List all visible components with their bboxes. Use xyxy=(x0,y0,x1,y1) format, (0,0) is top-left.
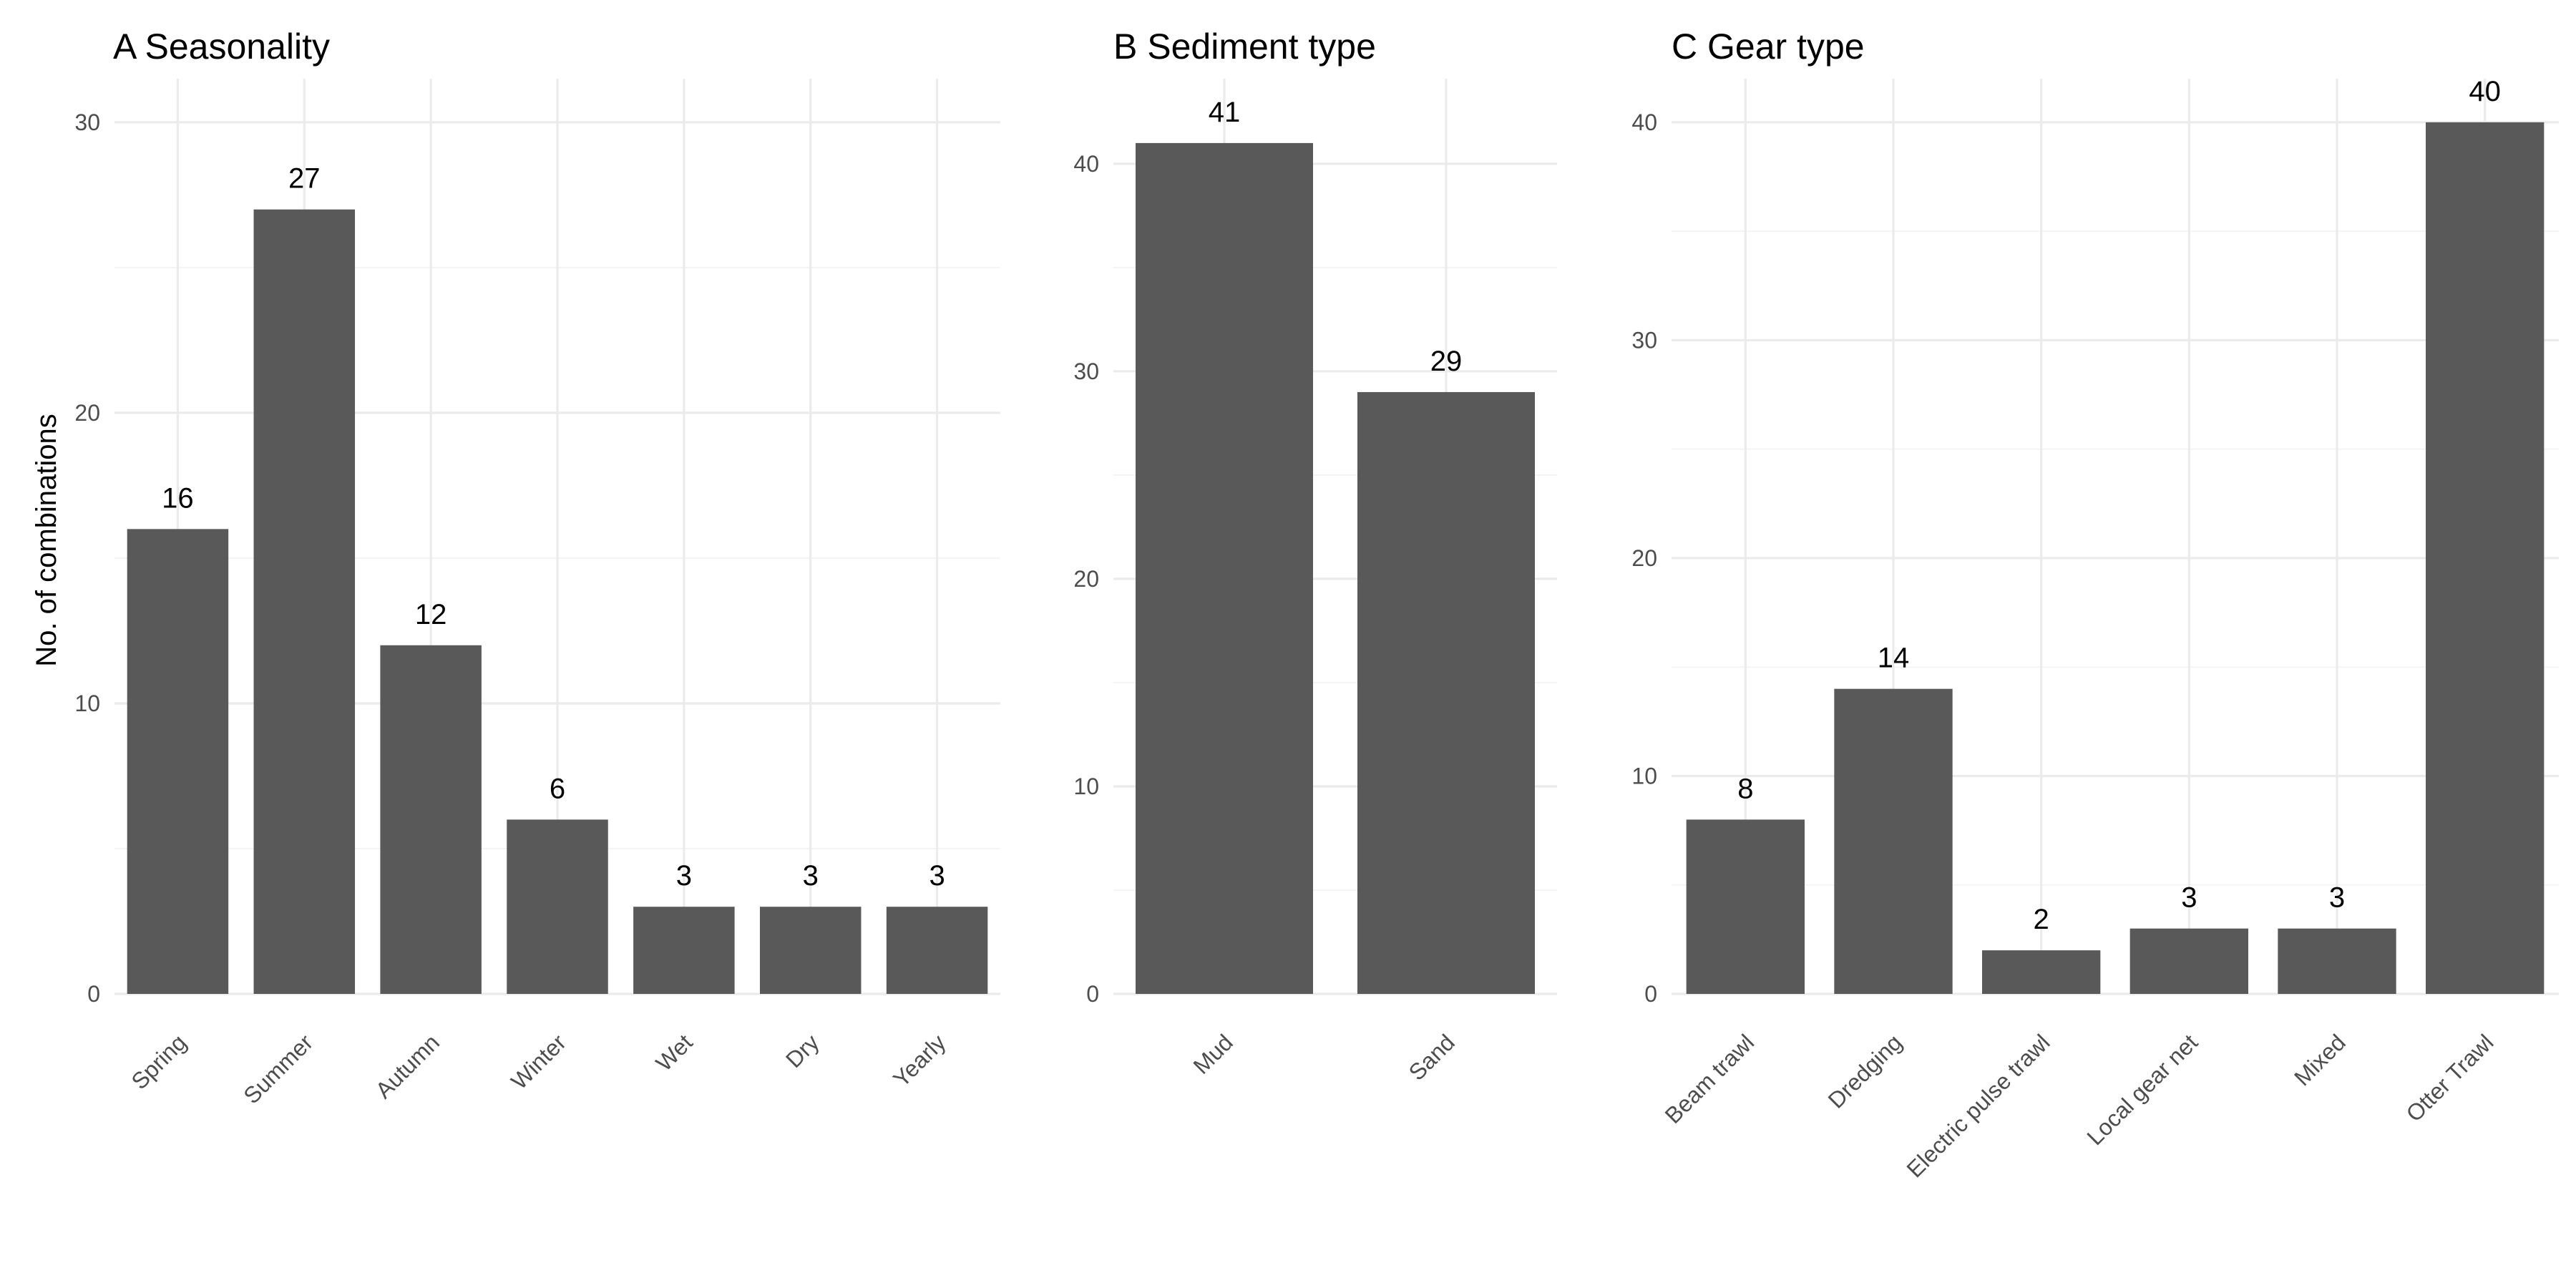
panel-a: A Seasonality 0 10 20 30 16 Spring 27 Summer 12 A… xyxy=(74,26,1000,1108)
panel-a-plot: 0 10 20 30 16 Spring 27 Summer 12 Autumn 6 Winter 3 W… xyxy=(74,79,1000,1108)
panel-c-title: C Gear type xyxy=(1672,26,1865,67)
bar xyxy=(507,819,608,994)
x-tick-label: Mud xyxy=(1188,1029,1237,1078)
panel-c-plot: 0 10 20 30 40 8 Beam trawl 14 Dredging 2 Electric … xyxy=(1631,76,2559,1183)
y-tick-label: 30 xyxy=(74,109,100,135)
y-tick-label: 30 xyxy=(1073,358,1099,384)
y-tick-label: 0 xyxy=(1086,981,1099,1007)
bar-value-label: 3 xyxy=(676,860,692,892)
bar xyxy=(380,645,482,994)
x-tick-label: Summer xyxy=(238,1029,318,1108)
bar xyxy=(759,907,862,994)
x-tick-label: Yearly xyxy=(888,1029,951,1092)
panel-b-title: B Sediment type xyxy=(1113,26,1376,67)
bar-value-label: 40 xyxy=(2469,76,2501,107)
y-tick-label: 40 xyxy=(1073,151,1099,177)
bar-value-label: 6 xyxy=(550,773,565,804)
bar-value-label: 14 xyxy=(1878,643,1910,674)
x-tick-label: Electric pulse trawl xyxy=(1902,1029,2055,1182)
y-tick-label: 40 xyxy=(1631,109,1657,135)
x-tick-label: Local gear net xyxy=(2082,1029,2202,1150)
bar xyxy=(1686,819,1805,994)
bar-value-label: 27 xyxy=(288,163,321,195)
y-tick-label: 10 xyxy=(1631,763,1657,789)
bar xyxy=(2129,928,2248,994)
y-tick-label: 10 xyxy=(74,691,100,716)
bar-value-label: 16 xyxy=(162,482,194,514)
y-tick-label: 0 xyxy=(1644,981,1657,1007)
y-tick-label: 20 xyxy=(74,400,100,426)
bar xyxy=(253,209,356,994)
y-tick-label: 10 xyxy=(1073,774,1099,799)
y-axis-title: No. of combinations xyxy=(31,414,62,667)
bar xyxy=(1136,142,1313,995)
y-tick-label: 20 xyxy=(1631,545,1657,571)
x-tick-label: Spring xyxy=(127,1029,192,1094)
bar xyxy=(1982,950,2101,994)
panel-a-title: A Seasonality xyxy=(113,26,330,67)
panel-b: B Sediment type 0 10 20 30 40 41 Mud 29 Sand xyxy=(1073,26,1557,1085)
bar xyxy=(1357,391,1535,994)
bar-value-label: 8 xyxy=(1737,773,1753,804)
x-tick-label: Autumn xyxy=(371,1029,444,1103)
bar-value-label: 2 xyxy=(2034,904,2049,935)
x-tick-label: Dredging xyxy=(1823,1029,1907,1113)
bar xyxy=(2426,122,2545,994)
panel-b-plot: 0 10 20 30 40 41 Mud 29 Sand xyxy=(1073,79,1557,1085)
bar xyxy=(2278,928,2396,994)
bar-value-label: 3 xyxy=(803,860,819,892)
bar-value-label: 12 xyxy=(415,599,447,630)
bar xyxy=(127,529,229,994)
y-tick-label: 0 xyxy=(87,981,100,1007)
bar xyxy=(633,907,735,994)
bar-value-label: 3 xyxy=(2181,882,2197,914)
x-tick-label: Beam trawl xyxy=(1660,1029,1760,1128)
bar-value-label: 41 xyxy=(1209,97,1241,128)
bar-value-label: 3 xyxy=(929,860,945,892)
bar-value-label: 29 xyxy=(1430,346,1463,377)
bar-value-label: 3 xyxy=(2329,882,2345,914)
bar xyxy=(1834,688,1953,994)
x-tick-label: Winter xyxy=(506,1029,571,1094)
y-tick-label: 20 xyxy=(1073,566,1099,592)
bar xyxy=(886,907,988,994)
x-tick-label: Wet xyxy=(651,1029,698,1075)
x-tick-label: Dry xyxy=(781,1029,824,1073)
x-tick-label: Mixed xyxy=(2289,1029,2351,1091)
panel-c: C Gear type 0 10 20 30 40 8 Beam trawl 14 Dredgi… xyxy=(1631,26,2559,1183)
x-tick-label: Otter Trawl xyxy=(2401,1029,2499,1126)
x-tick-label: Sand xyxy=(1404,1029,1460,1085)
y-tick-label: 30 xyxy=(1631,327,1657,353)
